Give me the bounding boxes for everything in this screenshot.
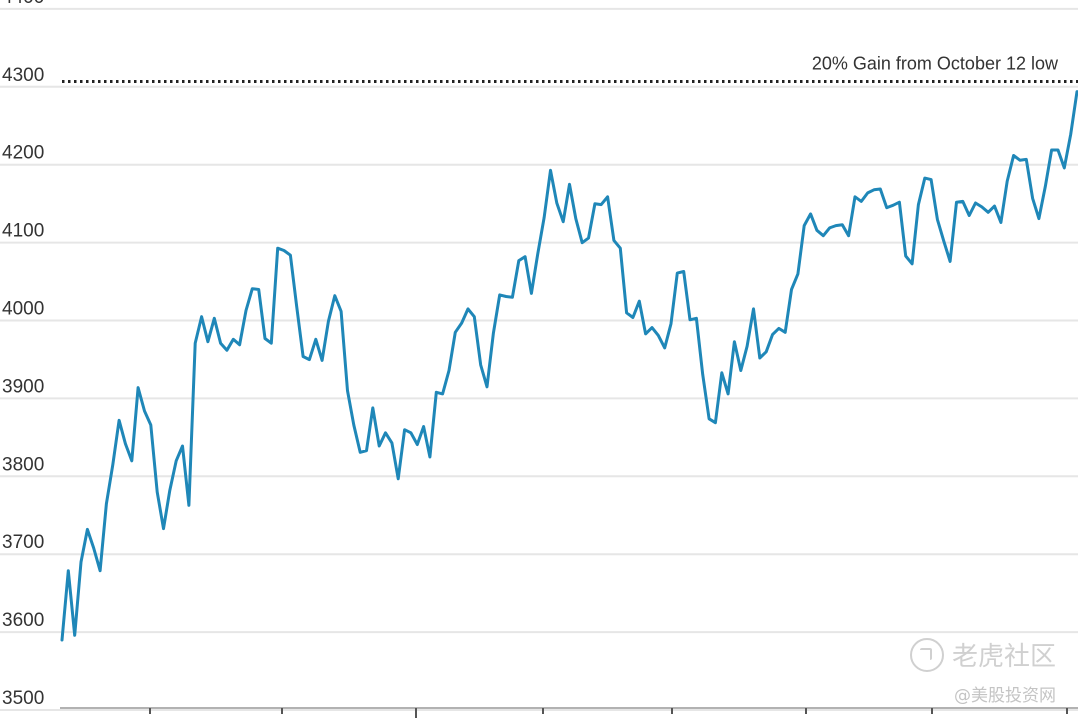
watermark: 老虎社区 @美股投资网 — [909, 636, 1056, 706]
y-tick-label: 3600 — [2, 610, 44, 631]
y-tick-label: 3500 — [2, 688, 44, 709]
gridlines — [0, 7, 1078, 711]
watermark-sub-text: @美股投资网 — [954, 686, 1056, 706]
y-tick-label: 4300 — [2, 65, 44, 86]
y-tick-label: 4200 — [2, 143, 44, 164]
y-tick-label: 3700 — [2, 532, 44, 553]
y-tick-label: 3900 — [2, 376, 44, 397]
y-tick-label: 4100 — [2, 221, 44, 242]
series-line — [60, 90, 1078, 642]
y-tick-label: 4400 — [2, 0, 44, 8]
reference-line-label: 20% Gain from October 12 low — [812, 53, 1059, 73]
y-tick-label: 3800 — [2, 454, 44, 475]
x-axis — [60, 707, 1078, 718]
y-axis-tick-labels: 3500 3600 3700 3800 3900 4000 4100 4200 4300 4400 — [2, 0, 44, 709]
reference-line-group: 20% Gain from October 12 low — [62, 53, 1078, 83]
watermark-main-text: 老虎社区 — [951, 642, 1056, 672]
watermark-logo-icon — [909, 637, 944, 672]
y-tick-label: 4000 — [2, 299, 44, 320]
